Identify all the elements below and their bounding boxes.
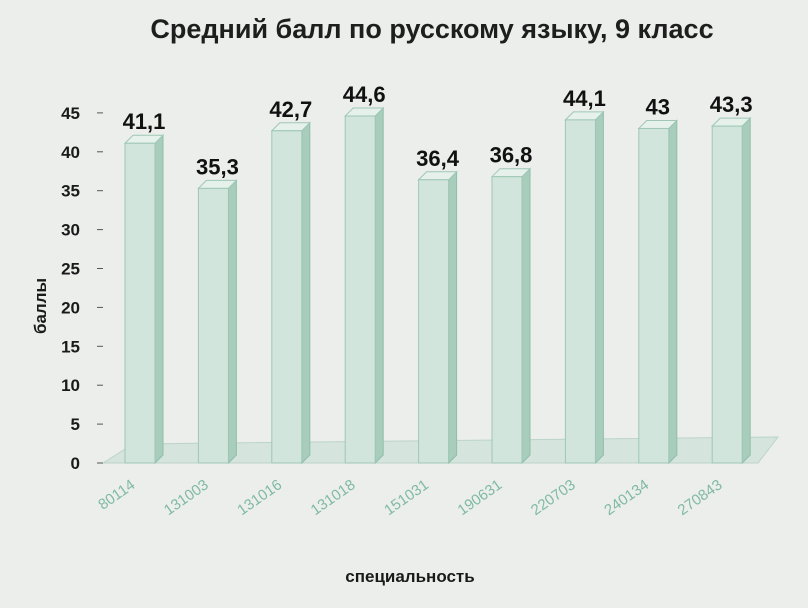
x-tick-label: 240134 [601,476,652,519]
bar-front-face [344,115,376,464]
data-label: 35,3 [196,154,239,179]
bar-side-face [374,106,384,465]
bar-front-face [491,176,523,464]
bar-side-face [668,119,678,465]
data-label: 41,1 [123,109,166,134]
x-axis-title: специальность [345,567,474,586]
data-label: 44,6 [343,82,386,107]
bar-front-face [564,119,596,464]
x-tick-label: 151031 [381,476,432,519]
y-tick-label: 40 [61,143,80,162]
bar [270,121,312,465]
bars [123,106,752,465]
bar-side-face [594,110,604,465]
bar-front-face [124,142,156,464]
bar-side-face [521,167,531,465]
x-tick-label: 80114 [95,476,138,513]
y-tick-label: 0 [71,454,80,473]
bar-front-face [418,179,450,464]
x-tick-label: 131018 [308,476,359,519]
y-tick-label: 20 [61,298,80,317]
data-label: 42,7 [269,97,312,122]
bar-side-face [741,116,751,465]
chart-title: Средний балл по русскому языку, 9 класс [150,14,713,44]
bar-front-face [197,187,229,464]
bar-front-face [271,130,303,464]
bar [417,170,458,465]
bar-side-face [227,179,237,465]
bar-side-face [154,134,164,465]
bar-front-face [638,127,670,464]
bar-side-face [301,121,311,465]
data-label: 36,4 [416,146,460,171]
bar-side-face [448,170,458,465]
data-labels: 41,1 35,3 42,7 44,6 36,4 36,8 44,1 43 43,3 [123,82,753,179]
x-axis: 80114 131003 131016 131018 151031 190631 22070… [95,476,725,519]
y-tick-label: 35 [61,182,80,201]
y-tick-label: 45 [61,104,80,123]
bar [710,116,752,465]
y-tick-label: 10 [61,376,80,395]
bar [637,119,679,465]
x-tick-label: 190631 [455,476,506,519]
bar-front-face [711,125,743,464]
data-label: 43,3 [710,92,753,117]
data-label: 36,8 [490,143,533,168]
y-tick-label: 5 [71,415,80,434]
x-tick-label: 131016 [234,476,285,519]
y-axis-title: баллы [31,278,50,334]
x-tick-label: 220703 [528,476,579,519]
y-tick-label: 15 [61,337,80,356]
x-tick-label: 270843 [675,476,726,519]
y-axis: 0 5 10 15 20 25 30 35 40 45 [61,104,103,473]
data-label: 43 [646,94,670,119]
bar [197,179,238,465]
x-tick-label: 131003 [161,476,212,519]
data-label: 44,1 [563,86,606,111]
bar [490,167,532,465]
bar [123,134,165,465]
bar [564,110,605,465]
y-tick-label: 25 [61,260,80,279]
bar [343,106,385,465]
y-tick-label: 30 [61,221,80,240]
